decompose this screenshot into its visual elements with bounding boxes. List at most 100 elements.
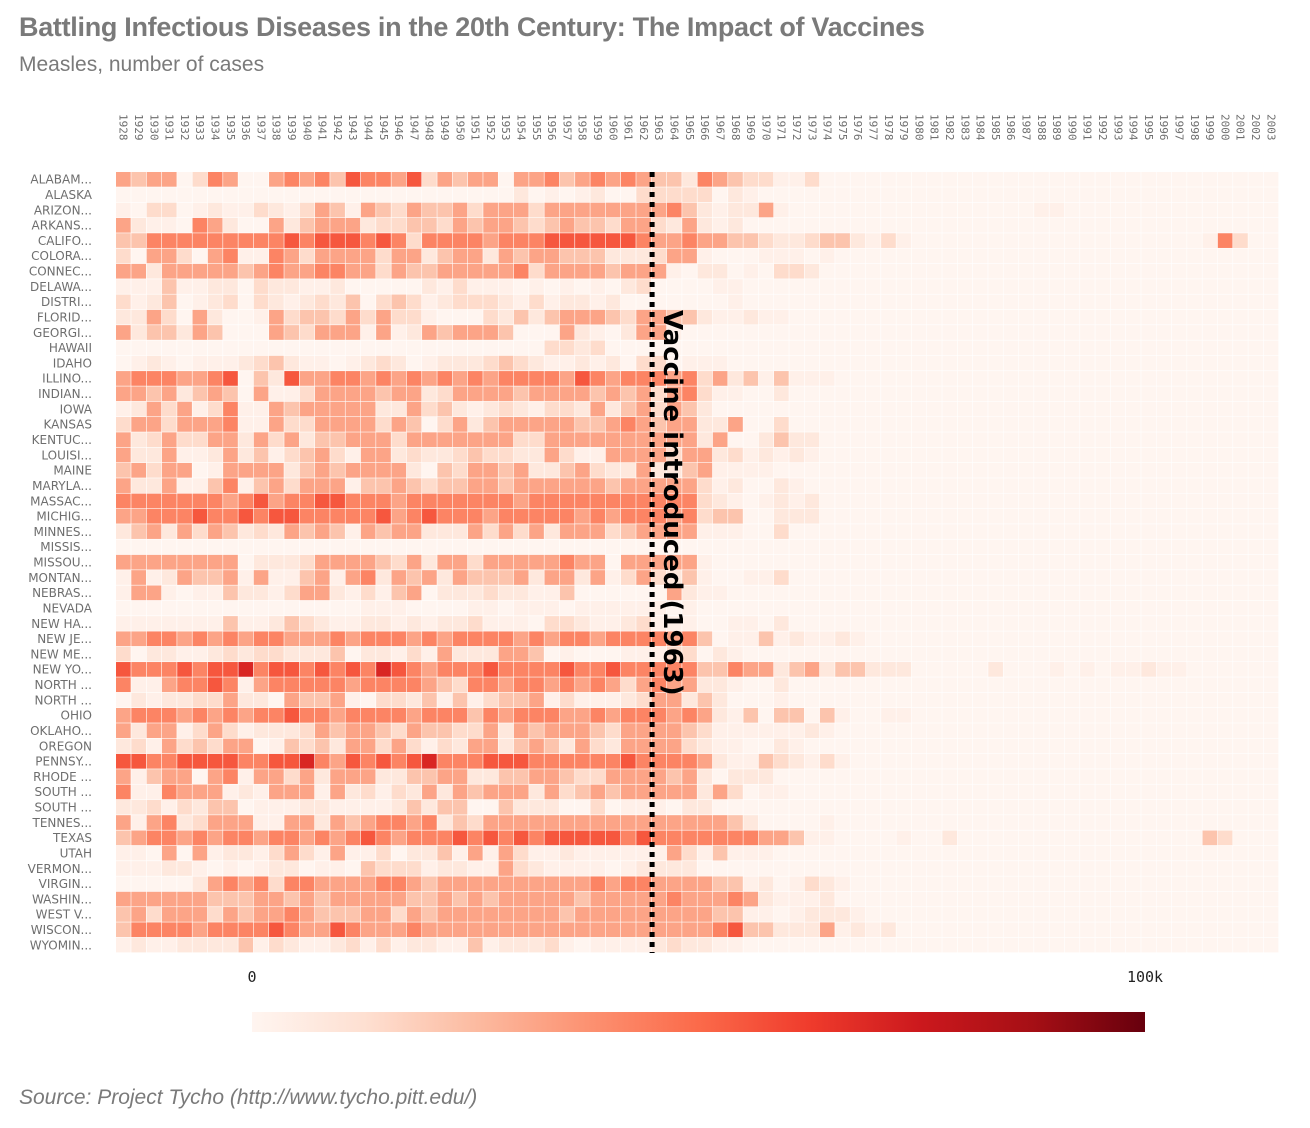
heatmap-cell (498, 202, 514, 218)
heatmap-cell (207, 845, 223, 861)
heatmap-cell (1064, 386, 1080, 402)
heatmap-cell (238, 616, 254, 631)
heatmap-cell (177, 202, 192, 218)
heatmap-cell (896, 616, 912, 631)
heatmap-cell (544, 432, 560, 448)
heatmap-cell (575, 340, 590, 356)
heatmap-cell (544, 753, 560, 769)
y-tick-label: NORTH ... (35, 693, 93, 707)
heatmap-cell (1156, 753, 1172, 769)
heatmap-cell (743, 493, 759, 509)
heatmap-cell (651, 279, 667, 294)
heatmap-cell (942, 508, 958, 524)
heatmap-cell (927, 294, 942, 310)
y-tick-label: WISCON... (31, 923, 92, 937)
heatmap-cell (253, 309, 269, 325)
heatmap-cell (712, 738, 728, 754)
heatmap-cell (345, 355, 361, 371)
y-tick-label: DELAWA... (30, 280, 92, 294)
heatmap-cell (620, 263, 636, 279)
heatmap-cell (116, 371, 131, 386)
heatmap-cell (605, 524, 621, 539)
heatmap-cell (284, 891, 300, 907)
heatmap-cell (1080, 187, 1095, 203)
heatmap-cell (131, 861, 146, 876)
heatmap-cell (1110, 830, 1126, 846)
heatmap-cell (881, 462, 896, 478)
heatmap-cell (559, 600, 575, 616)
heatmap-cell (1018, 861, 1034, 876)
heatmap-cell (360, 616, 376, 631)
heatmap-cell (835, 187, 850, 203)
heatmap-cell (1187, 554, 1202, 570)
heatmap-cell (529, 447, 544, 463)
heatmap-cell (284, 539, 300, 555)
heatmap-cell (972, 187, 988, 203)
heatmap-cell (146, 753, 162, 769)
heatmap-cell (1156, 263, 1172, 279)
heatmap-cell (942, 570, 958, 585)
heatmap-cell (1018, 447, 1034, 463)
heatmap-cell (513, 677, 529, 693)
heatmap-cell (1156, 769, 1172, 784)
heatmap-cell (988, 309, 1003, 325)
heatmap-cell (1187, 845, 1202, 861)
heatmap-cell (284, 462, 300, 478)
heatmap-cell (116, 907, 131, 922)
heatmap-cell (131, 447, 146, 463)
heatmap-cell (590, 692, 606, 708)
heatmap-cell (774, 371, 789, 386)
heatmap-cell (238, 876, 254, 892)
heatmap-cell (911, 845, 927, 861)
heatmap-cell (1217, 753, 1233, 769)
heatmap-cell (284, 187, 300, 203)
heatmap-cell (1095, 554, 1111, 570)
heatmap-cell (345, 340, 361, 356)
heatmap-cell (467, 585, 483, 601)
heatmap-cell (957, 554, 973, 570)
heatmap-cell (483, 753, 498, 769)
heatmap-cell (269, 723, 284, 738)
heatmap-cell (483, 662, 498, 677)
heatmap-cell (161, 539, 177, 555)
heatmap-cell (467, 493, 483, 509)
heatmap-cell (1217, 646, 1233, 662)
heatmap-cell (452, 202, 468, 218)
heatmap-cell (590, 738, 606, 754)
heatmap-cell (467, 539, 483, 555)
heatmap-cell (1187, 539, 1202, 555)
heatmap-cell (835, 707, 850, 723)
heatmap-cell (467, 646, 483, 662)
heatmap-cell (636, 340, 651, 356)
heatmap-cell (896, 646, 912, 662)
heatmap-cell (483, 478, 498, 493)
heatmap-cell (544, 723, 560, 738)
heatmap-cell (666, 646, 682, 662)
heatmap-cell (1080, 784, 1095, 800)
heatmap-cell (422, 815, 437, 830)
heatmap-cell (1217, 294, 1233, 310)
heatmap-cell (192, 922, 208, 938)
heatmap-cell (1110, 371, 1126, 386)
x-tick-label: 1999 (1203, 114, 1216, 141)
heatmap-cell (1018, 202, 1034, 218)
heatmap-cell (269, 891, 284, 907)
heatmap-cell (988, 371, 1003, 386)
heatmap-cell (1156, 508, 1172, 524)
heatmap-cell (819, 248, 835, 264)
heatmap-cell (1125, 891, 1141, 907)
heatmap-cell (1064, 279, 1080, 294)
heatmap-cell (712, 723, 728, 738)
heatmap-cell (146, 585, 162, 601)
heatmap-cell (345, 233, 361, 248)
heatmap-cell (360, 631, 376, 647)
heatmap-cell (682, 600, 697, 616)
heatmap-cell (1248, 340, 1264, 356)
heatmap-cell (146, 493, 162, 509)
heatmap-cell (467, 631, 483, 647)
heatmap-cell (712, 493, 728, 509)
heatmap-cell (559, 585, 575, 601)
heatmap-cell (529, 922, 544, 938)
heatmap-cell (1034, 462, 1049, 478)
heatmap-cell (1064, 447, 1080, 463)
